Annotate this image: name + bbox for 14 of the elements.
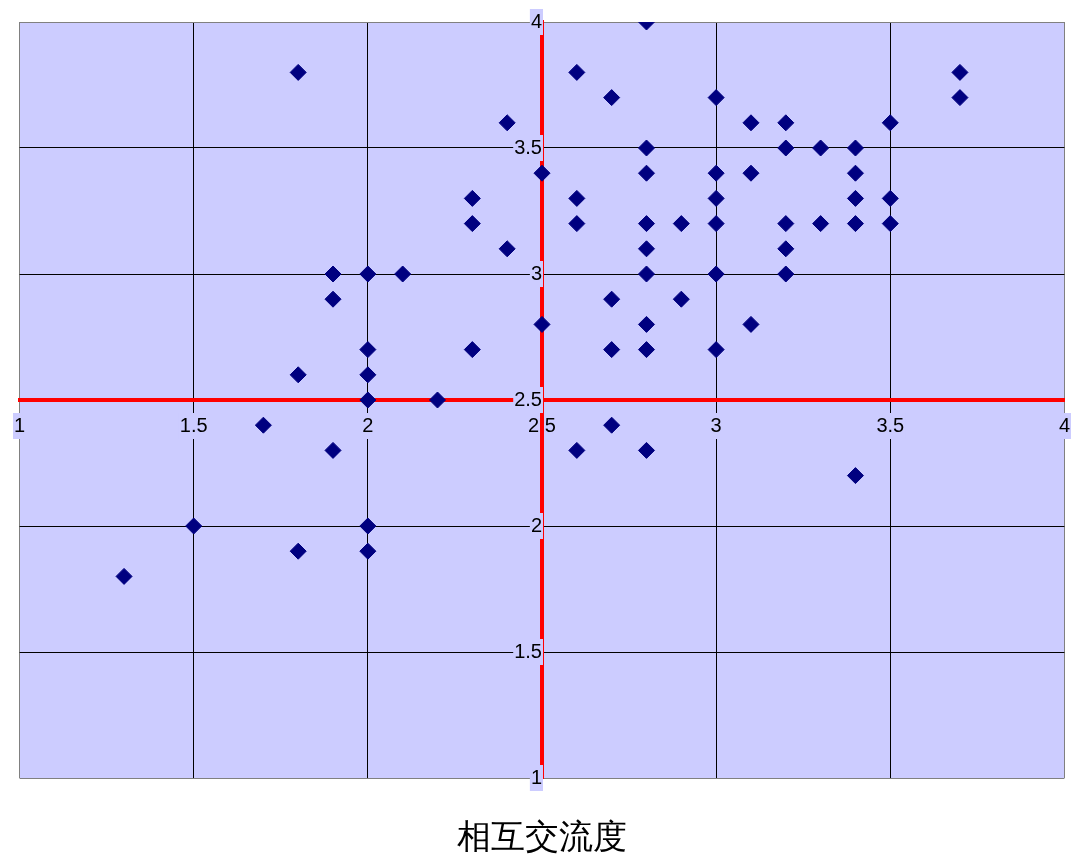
y-tick-label: 3.5	[514, 135, 542, 158]
y-tick-label: 2.5	[514, 387, 542, 410]
y-tick-label: 3	[530, 261, 542, 284]
x-tick-label: 2	[362, 413, 374, 436]
x-tick-label: 3	[710, 413, 722, 436]
y-tick-label: 4	[530, 9, 542, 32]
y-tick-label: 2	[530, 513, 542, 536]
y-tick-label: 1.5	[514, 639, 542, 662]
x-tick-label: 1	[14, 413, 26, 436]
x-tick-label: 1.5	[179, 413, 208, 436]
x-tick-label: 4	[1058, 413, 1070, 436]
x-axis-title: 相互交流度	[456, 815, 628, 858]
y-tick-label: 1	[530, 765, 542, 788]
x-tick-label: 3.5	[876, 413, 905, 436]
